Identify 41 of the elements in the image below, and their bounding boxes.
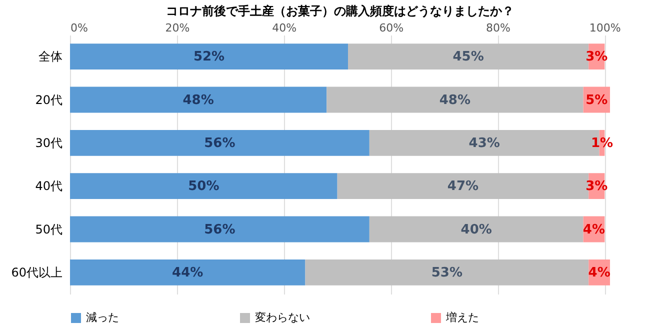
bar [70,86,327,113]
y-tick-label: 20代 [35,92,62,107]
data-label: 40% [460,222,492,238]
bar [70,44,348,70]
x-tick-label: 80% [486,22,510,34]
x-tick-label: 60% [379,22,404,34]
data-label: 48% [439,92,471,108]
x-tick-label: 100% [589,22,621,34]
legend-label: 変わらない [255,311,310,324]
x-tick-label: 40% [272,22,297,34]
y-tick-label: 60代以上 [11,265,62,280]
bar [70,259,306,286]
data-label: 4% [588,265,610,280]
data-label: 50% [188,179,220,194]
bar [369,216,584,242]
bar [70,216,370,242]
bar [70,173,338,200]
bar [70,130,370,156]
x-tick-label: 0% [70,22,88,34]
data-label: 4% [582,222,605,238]
y-tick-label: 全体 [38,50,62,64]
y-tick-label: 50代 [35,222,62,236]
legend-label: 減った [86,311,119,324]
data-label: 56% [204,136,236,151]
data-label: 48% [182,92,214,108]
data-label: 44% [172,265,204,280]
legend-label: 増えた [445,311,479,324]
data-label: 52% [193,50,225,65]
bar [326,86,584,113]
data-label: 53% [431,265,462,280]
x-tick-label: 20% [165,22,190,34]
y-tick-label: 30代 [35,136,62,150]
data-label: 45% [452,50,484,65]
data-label: 1% [590,136,614,151]
chart-title: コロナ前後で手土産（お菓子）の購入頻度はどうなりましたか？ [166,4,514,18]
data-label: 5% [586,92,608,108]
bar [305,259,589,286]
y-tick-label: 40代 [35,179,62,194]
data-label: 56% [204,222,236,238]
data-label: 47% [447,179,479,194]
data-label: 43% [468,136,500,151]
